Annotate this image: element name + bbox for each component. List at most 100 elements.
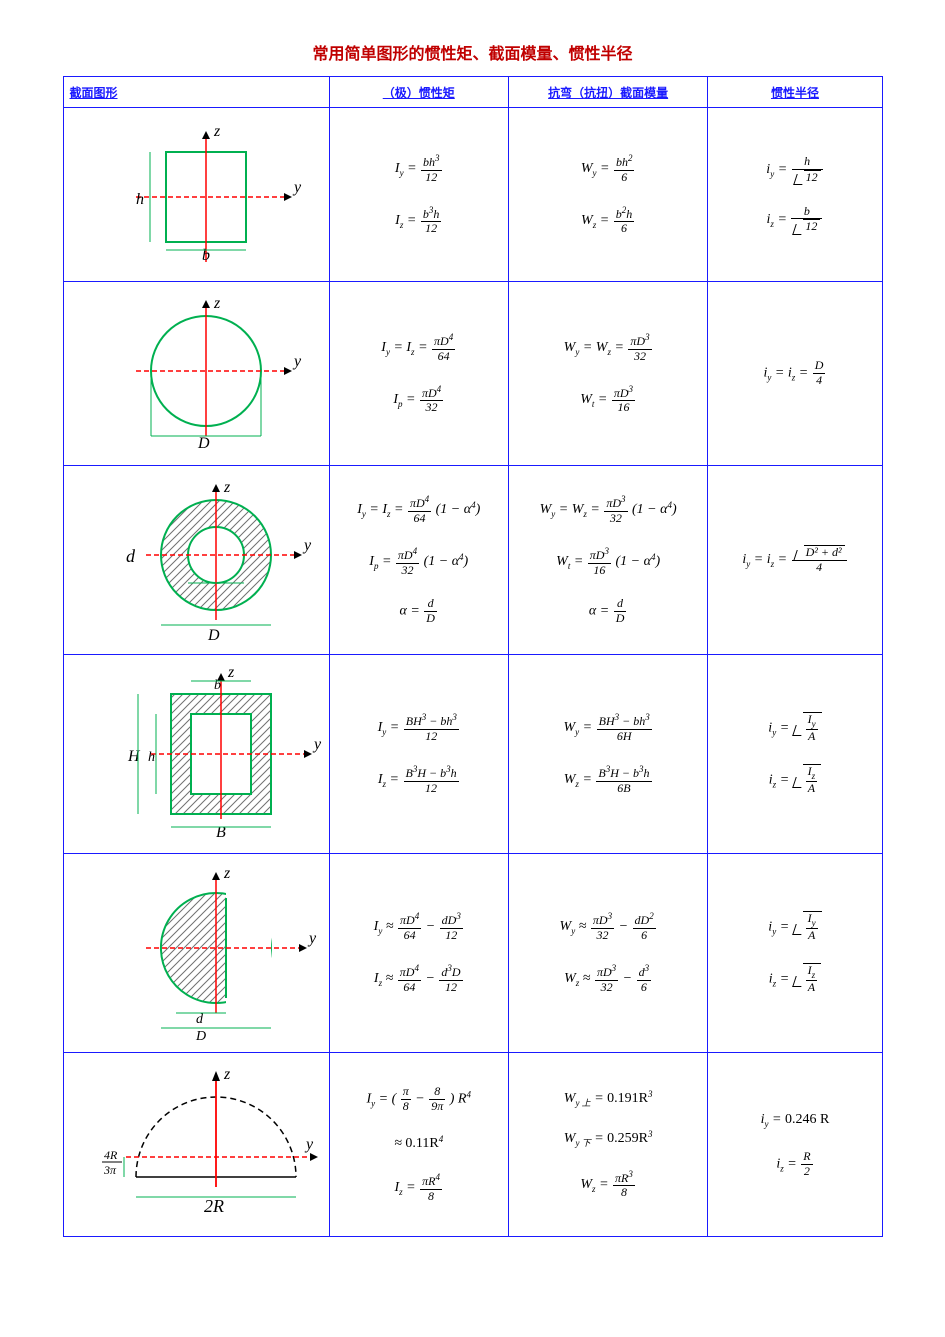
formula: Ip = πD432 xyxy=(332,384,506,416)
svg-text:z: z xyxy=(213,295,221,312)
radius-cell: iy = iz = D² + d²4 xyxy=(708,466,882,655)
formula: Wy ≈ πD332 − dD26 xyxy=(511,911,706,943)
modulus-cell: Wy 上 = 0.191R3 Wy 下 = 0.259R3 Wz = πR38 xyxy=(508,1053,708,1237)
svg-text:y: y xyxy=(292,179,302,196)
radius-cell: iy = iz = D4 xyxy=(708,282,882,466)
svg-text:3π: 3π xyxy=(103,1163,117,1177)
formula: α = dD xyxy=(511,597,706,626)
inertia-cell: Iy = BH3 − bh312 Iz = B3H − b3h12 xyxy=(329,655,508,854)
formula: Wz ≈ πD332 − d36 xyxy=(511,963,706,995)
svg-text:b: b xyxy=(214,678,221,693)
formula: Iz = πR48 xyxy=(332,1172,506,1204)
table-row: z y 2R 4R 3π Iy = ( π8 − 89π ) R4 ≈ 0.11R… xyxy=(63,1053,882,1237)
svg-text:z: z xyxy=(223,865,231,882)
formula: Wz = B3H − b3h6B xyxy=(511,764,706,796)
inertia-cell: Iy = ( π8 − 89π ) R4 ≈ 0.11R4 Iz = πR48 xyxy=(329,1053,508,1237)
inertia-cell: Iy ≈ πD464 − dD312Iz ≈ πD464 − d3D12 xyxy=(329,854,508,1053)
formula: iz = R2 xyxy=(710,1150,879,1179)
formula: ≈ 0.11R4 xyxy=(332,1134,506,1153)
formula: Iz ≈ πD464 − d3D12 xyxy=(332,963,506,995)
formula: Iz = B3H − b3h12 xyxy=(332,764,506,796)
shape-cell: z y D xyxy=(63,282,329,466)
svg-text:d: d xyxy=(126,546,136,566)
svg-text:D: D xyxy=(195,1029,206,1043)
formula: Iy = Iz = πD464 (1 − α4) xyxy=(332,494,506,526)
modulus-cell: Wy = bh26 Wz = b2h6 xyxy=(508,108,708,282)
modulus-cell: Wy = BH3 − bh36H Wz = B3H − b3h6B xyxy=(508,655,708,854)
formula: Wy 上 = 0.191R3 xyxy=(511,1089,706,1109)
formula: Wz = b2h6 xyxy=(511,205,706,237)
shape-cell: z y 2R 4R 3π xyxy=(63,1053,329,1237)
table-row: z y d D Iy ≈ πD464 − dD312Iz ≈ πD464 − d… xyxy=(63,854,882,1053)
svg-text:y: y xyxy=(307,930,317,947)
formula: Wy = Wz = πD332 xyxy=(511,332,706,364)
radius-cell: iy = 0.246 R iz = R2 xyxy=(708,1053,882,1237)
svg-text:D: D xyxy=(197,435,210,452)
modulus-cell: Wy ≈ πD332 − dD26 Wz ≈ πD332 − d36 xyxy=(508,854,708,1053)
svg-text:D: D xyxy=(207,627,220,644)
svg-text:y: y xyxy=(312,736,322,753)
formula: Wy = bh26 xyxy=(511,153,706,185)
formula: Wz = πR38 xyxy=(511,1169,706,1201)
svg-text:h: h xyxy=(136,191,144,208)
formula: Wt = πD316 (1 − α4) xyxy=(511,546,706,578)
inertia-cell: Iy = Iz = πD464 Ip = πD432 xyxy=(329,282,508,466)
svg-text:z: z xyxy=(223,479,231,496)
shape-cell: z y d D xyxy=(63,854,329,1053)
table-header-row: 截面图形 （极）惯性矩 抗弯（抗扭）截面模量 惯性半径 xyxy=(63,77,882,108)
shape-cell: z y h b xyxy=(63,108,329,282)
formula: Iy = bh312 xyxy=(332,153,506,185)
formula: iy = 0.246 R xyxy=(710,1110,879,1130)
modulus-cell: Wy = Wz = πD332 (1 − α4) Wt = πD316 (1 − … xyxy=(508,466,708,655)
svg-text:z: z xyxy=(227,664,235,681)
page-title: 常用简单图形的惯性矩、截面模量、惯性半径 xyxy=(30,40,915,64)
formula: iz = b12 xyxy=(710,205,879,235)
svg-text:d: d xyxy=(196,1012,204,1027)
shape-circle: z y D xyxy=(66,286,326,456)
radius-cell: iy = IyA iz = IzA xyxy=(708,854,882,1053)
modulus-cell: Wy = Wz = πD332 Wt = πD316 xyxy=(508,282,708,466)
formula: Iy = BH3 − bh312 xyxy=(332,712,506,744)
formula: iz = IzA xyxy=(710,764,879,796)
formula: Iz = b3h12 xyxy=(332,205,506,237)
formula: iy = iz = D² + d²4 xyxy=(710,545,879,575)
svg-text:y: y xyxy=(304,1136,314,1153)
shape-circle-flat: z y d D xyxy=(66,858,326,1043)
formula: Wt = πD316 xyxy=(511,384,706,416)
formula: iz = IzA xyxy=(710,963,879,995)
svg-text:y: y xyxy=(292,353,302,370)
shape-ring: z y d D xyxy=(66,470,326,645)
formula: α = dD xyxy=(332,597,506,626)
formula: iy = IyA xyxy=(710,911,879,943)
svg-text:z: z xyxy=(213,123,221,140)
table-row: z y b B H h Iy = BH3 − bh312 Iz = B3H − b… xyxy=(63,655,882,854)
svg-text:H: H xyxy=(127,748,141,765)
formula: Wy = BH3 − bh36H xyxy=(511,712,706,744)
table-row: z y d D Iy = Iz = πD464 (1 − α4) Ip = πD4… xyxy=(63,466,882,655)
shape-cell: z y b B H h xyxy=(63,655,329,854)
header-inertia: （极）惯性矩 xyxy=(329,77,508,108)
shape-cell: z y d D xyxy=(63,466,329,655)
header-modulus: 抗弯（抗扭）截面模量 xyxy=(508,77,708,108)
radius-cell: iy = IyA iz = IzA xyxy=(708,655,882,854)
formula: Iy = Iz = πD464 xyxy=(332,332,506,364)
shape-rect: z y h b xyxy=(66,112,326,272)
formula: Iy = ( π8 − 89π ) R4 xyxy=(332,1085,506,1114)
svg-text:4R: 4R xyxy=(104,1148,118,1162)
formula: Ip = πD432 (1 − α4) xyxy=(332,546,506,578)
formula: Wy = Wz = πD332 (1 − α4) xyxy=(511,494,706,526)
shape-box: z y b B H h xyxy=(66,659,326,844)
formula: iy = h12 xyxy=(710,155,879,185)
formula: Wy 下 = 0.259R3 xyxy=(511,1129,706,1149)
properties-table: 截面图形 （极）惯性矩 抗弯（抗扭）截面模量 惯性半径 z y h b Iy =… xyxy=(63,76,883,1237)
radius-cell: iy = h12 iz = b12 xyxy=(708,108,882,282)
header-radius: 惯性半径 xyxy=(708,77,882,108)
svg-text:2R: 2R xyxy=(204,1196,224,1216)
table-row: z y h b Iy = bh312 Iz = b3h12 Wy = bh26 Wz… xyxy=(63,108,882,282)
svg-text:y: y xyxy=(302,537,312,554)
svg-text:z: z xyxy=(223,1066,231,1083)
formula: iy = IyA xyxy=(710,712,879,744)
svg-text:h: h xyxy=(148,750,155,765)
formula: iy = iz = D4 xyxy=(710,359,879,388)
inertia-cell: Iy = Iz = πD464 (1 − α4) Ip = πD432 (1 − … xyxy=(329,466,508,655)
